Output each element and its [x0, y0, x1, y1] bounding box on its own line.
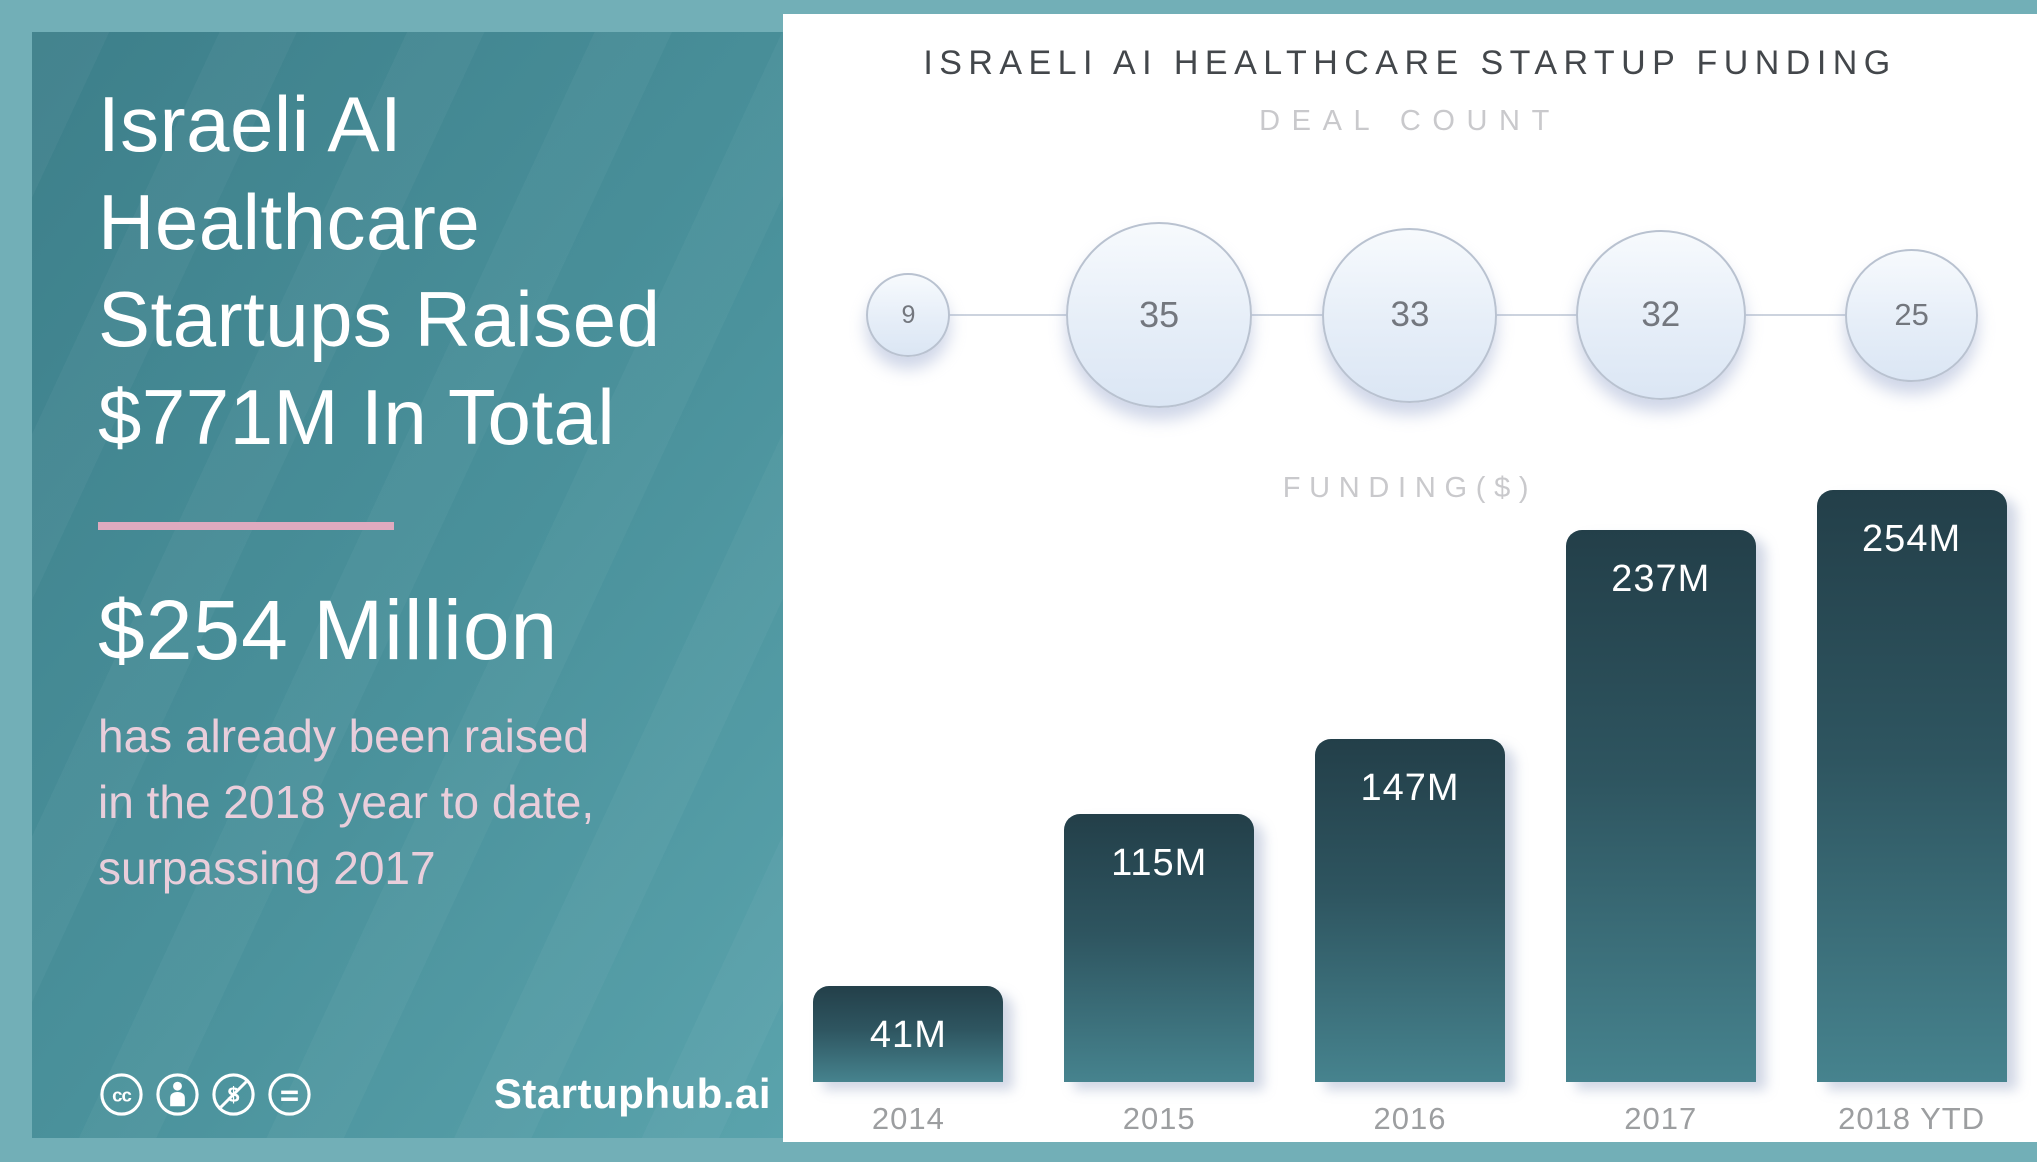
deal-count-bubble: 35 — [1066, 222, 1253, 408]
deal-count-chart: 9 35 33 32 25 — [783, 210, 2037, 420]
deal-count-value: 33 — [1390, 295, 1430, 334]
funding-bar-item: 115M — [1034, 814, 1285, 1082]
deal-count-item: 9 — [783, 273, 1034, 357]
attribution-icon — [156, 1072, 199, 1116]
deal-count-item: 25 — [1786, 248, 2037, 382]
funding-bar-item: 147M — [1285, 739, 1536, 1082]
funding-bar-item: 237M — [1535, 530, 1786, 1082]
cc-icon: cc — [100, 1072, 143, 1116]
deal-count-item: 35 — [1034, 222, 1285, 408]
deal-count-bubbles: 9 35 33 32 25 — [783, 210, 2037, 420]
deal-count-value: 9 — [901, 300, 916, 329]
funding-label: FUNDING($) — [1282, 472, 1538, 504]
funding-bar-item: 254M — [1786, 490, 2037, 1082]
funding-bars: 41M 115M 147M 237M 254M — [783, 490, 2037, 1082]
highlight-description: has already been raised in the 2018 year… — [98, 710, 595, 895]
funding-bar-item: 41M — [783, 986, 1034, 1082]
summary-panel: Israeli AI Healthcare Startups Raised $7… — [32, 32, 783, 1138]
deal-count-item: 32 — [1535, 230, 1786, 400]
non-commercial-icon: $ — [212, 1072, 255, 1116]
x-axis-label: 2018 YTD — [1838, 1101, 1986, 1136]
bar-value-label: 147M — [1360, 767, 1460, 809]
deal-count-bubble: 33 — [1322, 227, 1498, 403]
funding-bar: 115M — [1064, 814, 1255, 1082]
x-axis-label: 2017 — [1624, 1101, 1698, 1136]
accent-divider — [98, 522, 394, 530]
chart-title: ISRAELI AI HEALTHCARE STARTUP FUNDING — [923, 44, 1897, 82]
bar-value-label: 237M — [1611, 558, 1711, 600]
funding-bar: 147M — [1314, 739, 1505, 1082]
brand-logo: Startuphub.ai — [493, 1070, 771, 1117]
x-axis-label: 2014 — [871, 1101, 945, 1136]
no-derivatives-icon — [268, 1072, 311, 1116]
main-title: Israeli AI Healthcare Startups Raised $7… — [98, 80, 661, 461]
x-axis-label: 2016 — [1373, 1101, 1447, 1136]
funding-bar: 237M — [1565, 530, 1756, 1082]
svg-text:cc: cc — [112, 1084, 131, 1105]
highlight-amount: $254 Million — [98, 583, 559, 677]
deal-count-label: DEAL COUNT — [1259, 105, 1561, 137]
bar-value-label: 254M — [1862, 518, 1962, 560]
bar-value-label: 115M — [1111, 842, 1208, 884]
left-footer: cc $ Startuphub.ai — [98, 1070, 771, 1118]
deal-count-value: 32 — [1641, 295, 1681, 334]
x-axis-labels: 2014 2015 2016 2017 2018 YTD — [783, 1094, 2037, 1144]
funding-bar: 41M — [813, 986, 1004, 1082]
x-axis-label: 2015 — [1122, 1101, 1196, 1136]
deal-count-value: 35 — [1139, 294, 1180, 335]
deal-count-bubble: 25 — [1845, 248, 1979, 382]
license-icon-row: cc $ — [98, 1071, 313, 1118]
deal-count-item: 33 — [1285, 227, 1536, 403]
funding-bar: 254M — [1816, 490, 2007, 1082]
bar-value-label: 41M — [869, 1014, 947, 1056]
deal-count-bubble: 32 — [1575, 230, 1746, 400]
deal-count-bubble: 9 — [866, 273, 951, 357]
chart-panel: ISRAELI AI HEALTHCARE STARTUP FUNDING DE… — [783, 14, 2037, 1142]
deal-count-value: 25 — [1894, 297, 1929, 332]
